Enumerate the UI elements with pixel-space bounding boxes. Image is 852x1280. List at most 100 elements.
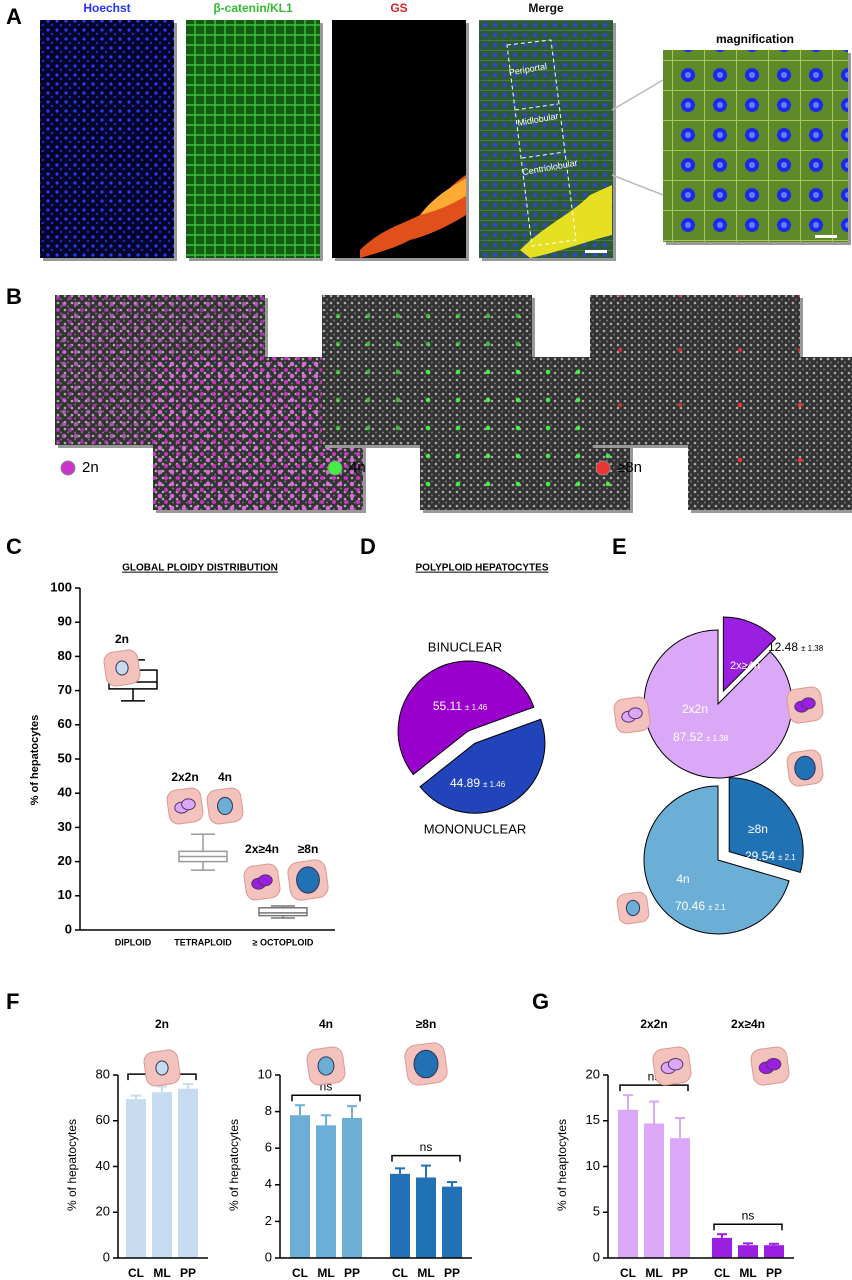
zone-divider xyxy=(514,103,559,111)
annotation: 4n xyxy=(218,770,232,784)
nucleus xyxy=(801,697,816,710)
nucleus xyxy=(181,798,196,811)
pie-slice xyxy=(643,785,790,935)
gs-signal xyxy=(360,175,466,258)
x-tick-label: ML xyxy=(417,1266,434,1280)
scale-bar xyxy=(585,250,607,253)
pie-slice xyxy=(397,660,535,776)
x-tick-label: CL xyxy=(128,1266,144,1280)
nucleus xyxy=(296,866,320,894)
x-tick-label: ML xyxy=(153,1266,170,1280)
value-label: 87.52 xyxy=(673,730,703,744)
x-tick-label: CL xyxy=(714,1266,730,1280)
nucleus xyxy=(155,1060,169,1076)
x-tick-label: PP xyxy=(444,1266,460,1280)
x-tick-label: ≥ OCTOPLOID xyxy=(253,937,314,947)
value-label: 44.89 xyxy=(450,776,480,790)
image-title: β-catenin/KL1 xyxy=(213,1,293,15)
slice-name: ≥8n xyxy=(748,822,768,836)
value-label: 29.54 xyxy=(745,849,775,863)
annotation: 2x2n xyxy=(171,770,198,784)
nucleus xyxy=(667,1057,684,1071)
y-tick-label: 30 xyxy=(58,819,72,834)
y-tick-label: 2 xyxy=(265,1213,272,1228)
y-tick-label: 80 xyxy=(96,1066,110,1081)
group-title: 4n xyxy=(319,1017,333,1031)
y-tick-label: 40 xyxy=(58,785,72,800)
group-title: 2x2n xyxy=(640,1017,667,1031)
chart-title: POLYPLOID HEPATOCYTES xyxy=(416,563,549,574)
bar xyxy=(644,1123,664,1258)
y-tick-label: 20 xyxy=(586,1066,600,1081)
sd-label: ± 1.46 xyxy=(465,703,488,712)
x-tick-label: ML xyxy=(317,1266,334,1280)
y-axis-label: % of heaptocytes xyxy=(555,1119,569,1211)
sd-label: ± 1.46 xyxy=(483,780,506,789)
y-tick-label: 20 xyxy=(58,853,72,868)
bar xyxy=(126,1099,146,1258)
bar xyxy=(178,1088,198,1258)
sig-bracket xyxy=(619,1084,689,1092)
y-tick-label: 60 xyxy=(96,1112,110,1127)
nucleus xyxy=(115,660,129,676)
y-tick-label: 10 xyxy=(58,887,72,902)
magnification-image xyxy=(663,50,848,242)
annotation: 2n xyxy=(115,632,129,646)
panel-label: C xyxy=(6,534,22,559)
nucleus xyxy=(765,1057,782,1071)
y-tick-label: 0 xyxy=(593,1249,600,1264)
sig-bracket xyxy=(391,1154,461,1162)
y-axis-label: % of hepatocytes xyxy=(227,1119,241,1211)
bar xyxy=(442,1186,462,1258)
nucleus xyxy=(794,755,816,781)
slice-name: 4n xyxy=(676,872,689,886)
legend-label: 2n xyxy=(82,459,99,476)
x-tick-label: PP xyxy=(672,1266,688,1280)
nucleus xyxy=(217,796,233,816)
nucleus xyxy=(317,1056,335,1076)
group-title: 2n xyxy=(155,1017,169,1031)
sig-label: ns xyxy=(742,1208,755,1222)
group-title: 2x≥4n xyxy=(731,1017,765,1031)
image-title: Merge xyxy=(528,1,564,15)
pie-slice xyxy=(728,777,804,874)
legend-label: 4n xyxy=(349,459,366,476)
slice-name: MONONUCLEAR xyxy=(424,821,527,836)
chart-title: GLOBAL PLOIDY DISTRIBUTION xyxy=(122,563,278,574)
bar xyxy=(618,1109,638,1258)
x-tick-label: PP xyxy=(766,1266,782,1280)
x-tick-label: ML xyxy=(739,1266,756,1280)
panel-label: D xyxy=(360,534,376,559)
merge-signal xyxy=(520,185,612,258)
bar xyxy=(390,1173,410,1258)
legend-label: ≥8n xyxy=(617,459,642,476)
bar xyxy=(416,1177,436,1258)
legend-dot xyxy=(595,460,611,476)
x-tick-label: DIPLOID xyxy=(115,937,152,947)
micrograph xyxy=(40,20,174,258)
nucleus xyxy=(413,1049,439,1079)
nucleus xyxy=(258,874,273,887)
y-tick-label: 5 xyxy=(593,1204,600,1219)
box xyxy=(258,907,308,917)
micrograph xyxy=(186,20,320,258)
bar xyxy=(712,1237,732,1258)
y-tick-label: 4 xyxy=(265,1176,272,1191)
annotation: ≥8n xyxy=(298,842,319,856)
connector xyxy=(611,174,664,196)
bar xyxy=(316,1125,336,1258)
bar xyxy=(152,1092,172,1258)
sd-label: ± 2.1 xyxy=(778,853,796,862)
y-tick-label: 40 xyxy=(96,1158,110,1173)
slice-name: BINUCLEAR xyxy=(428,639,502,654)
y-tick-label: 15 xyxy=(586,1112,600,1127)
value-label: 70.46 xyxy=(675,899,705,913)
y-tick-label: 70 xyxy=(58,682,72,697)
y-tick-label: 0 xyxy=(103,1249,110,1264)
bar xyxy=(738,1245,758,1258)
zone-divider xyxy=(521,151,566,159)
y-tick-label: 0 xyxy=(265,1249,272,1264)
x-tick-label: CL xyxy=(620,1266,636,1280)
bar xyxy=(342,1118,362,1258)
